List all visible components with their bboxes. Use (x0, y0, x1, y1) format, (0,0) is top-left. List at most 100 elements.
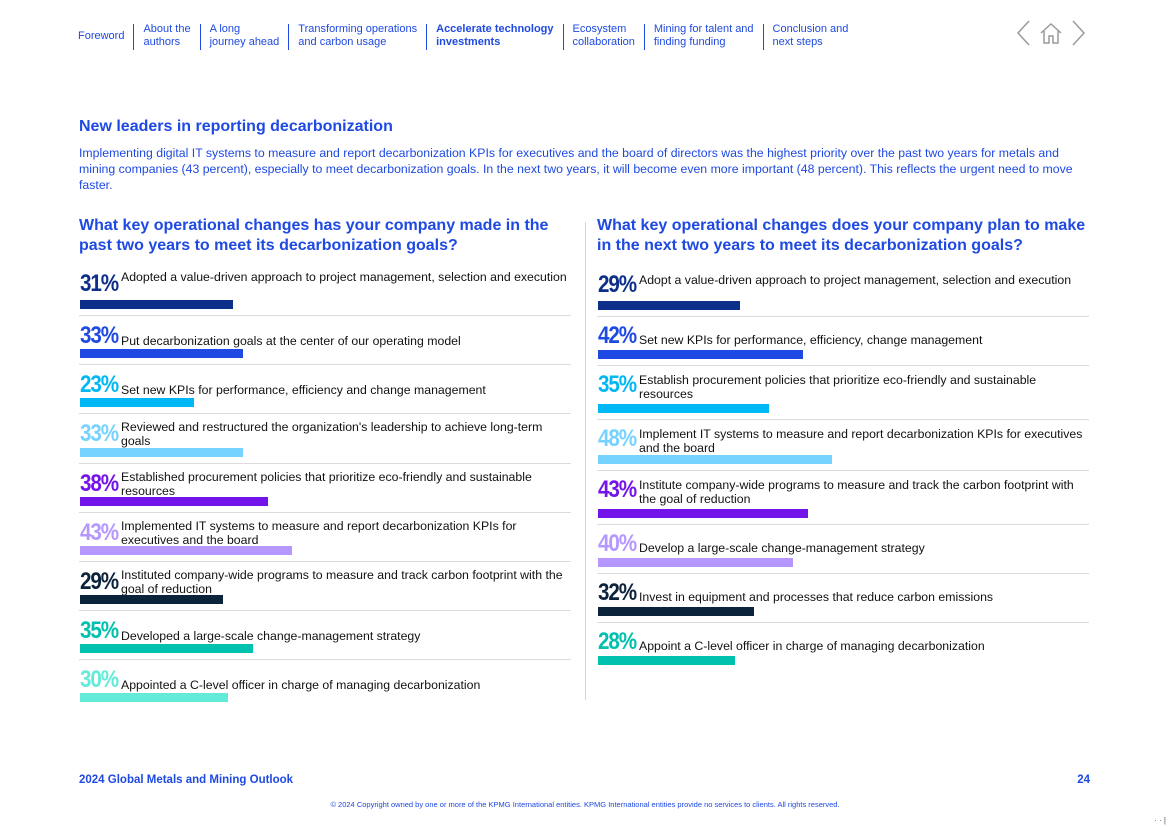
stat-percent: 30% (80, 666, 119, 693)
page-navigation-controls (1014, 18, 1088, 48)
stat-bar (80, 448, 243, 457)
stat-row: 29% Instituted company-wide programs to m… (79, 562, 571, 611)
stat-row: 42% Set new KPIs for performance, efficie… (597, 317, 1089, 366)
stat-percent: 32% (598, 579, 637, 606)
stat-percent: 33% (80, 322, 119, 349)
stat-label: Appoint a C-level officer in charge of m… (639, 639, 985, 653)
nav-item-5[interactable]: Ecosystem collaboration (572, 23, 635, 48)
stat-bar (598, 558, 793, 567)
stat-row: 30% Appointed a C-level officer in charge… (79, 660, 571, 709)
stat-bar (80, 595, 223, 604)
stat-percent: 43% (598, 476, 637, 503)
nav-separator (762, 24, 764, 50)
stat-row: 31% Adopted a value-driven approach to pr… (79, 264, 571, 316)
stat-bar (598, 301, 740, 310)
nav-separator (199, 24, 201, 50)
stat-percent: 29% (598, 271, 637, 298)
past-changes-question: What key operational changes has your co… (79, 217, 549, 254)
chevron-right-icon (1072, 20, 1086, 46)
stat-row: 28% Appoint a C-level officer in charge o… (597, 623, 1089, 672)
stat-row: 40% Develop a large-scale change-manageme… (597, 525, 1089, 574)
stat-percent: 40% (598, 530, 637, 557)
stat-label: Established procurement policies that pr… (121, 470, 532, 498)
stat-percent: 38% (80, 470, 119, 497)
stat-label: Reviewed and restructured the organizati… (121, 420, 543, 448)
stat-label: Adopt a value-driven approach to project… (639, 273, 1072, 287)
nav-item-3[interactable]: Transforming operations and carbon usage (298, 23, 418, 48)
stat-bar (80, 644, 253, 653)
stat-label: Instituted company-wide programs to meas… (121, 568, 563, 596)
stat-label: Institute company-wide programs to measu… (639, 478, 1074, 506)
top-navigation: Foreword About the authors A long journey … (78, 22, 848, 50)
stat-row: 35% Developed a large-scale change-manage… (79, 611, 571, 660)
stat-label: Develop a large-scale change-management … (639, 541, 925, 555)
stat-percent: 33% (80, 420, 119, 447)
planned-changes-list: 29% Adopt a value-driven approach to proj… (597, 266, 1089, 672)
stat-bar (598, 455, 832, 464)
nav-item-4[interactable]: Accelerate technology investments (436, 23, 554, 48)
nav-separator (288, 24, 290, 50)
stat-bar (598, 607, 754, 616)
stat-row: 48% Implement IT systems to measure and r… (597, 420, 1089, 471)
page-number: 24 (1077, 774, 1090, 786)
nav-separator (643, 24, 645, 50)
corner-mark: · · | (1154, 816, 1166, 825)
nav-separator (562, 24, 564, 50)
stat-percent: 31% (80, 270, 119, 297)
stat-row: 33% Reviewed and restructured the organiz… (79, 414, 571, 464)
nav-item-2[interactable]: A long journey ahead (209, 23, 280, 48)
stat-label: Set new KPIs for performance, efficiency… (639, 333, 983, 347)
planned-changes-column: What key operational changes does your c… (597, 216, 1089, 665)
chevron-left-icon (1016, 20, 1030, 46)
stat-bar (80, 349, 243, 358)
stat-label: Invest in equipment and processes that r… (639, 590, 994, 604)
stat-percent: 23% (80, 371, 119, 398)
stat-label: Set new KPIs for performance, efficiency… (121, 383, 486, 397)
past-changes-list: 31% Adopted a value-driven approach to pr… (79, 264, 571, 709)
copyright-notice: © 2024 Copyright owned by one or more of… (330, 800, 840, 809)
stat-row: 43% Implemented IT systems to measure and… (79, 513, 571, 562)
stat-row: 29% Adopt a value-driven approach to proj… (597, 266, 1089, 317)
stat-percent: 42% (598, 322, 637, 349)
home-icon (1040, 22, 1062, 44)
stat-label: Put decarbonization goals at the center … (121, 334, 461, 348)
nav-item-7[interactable]: Conclusion and next steps (772, 23, 849, 48)
stat-label: Implement IT systems to measure and repo… (639, 427, 1083, 455)
stat-bar (598, 656, 735, 665)
column-divider (585, 222, 586, 700)
stat-percent: 35% (598, 371, 637, 398)
stat-bar (80, 300, 233, 309)
stat-percent: 48% (598, 425, 637, 452)
stat-bar (598, 509, 808, 518)
stat-percent: 43% (80, 519, 119, 546)
publication-title: 2024 Global Metals and Mining Outlook (79, 774, 294, 786)
stat-bar (598, 404, 769, 413)
next-page-button[interactable] (1070, 18, 1088, 48)
stat-percent: 35% (80, 617, 119, 644)
previous-page-button[interactable] (1014, 18, 1032, 48)
stat-percent: 29% (80, 568, 119, 595)
stat-bar (80, 398, 194, 407)
nav-item-1[interactable]: About the authors (143, 23, 191, 48)
stat-bar (598, 350, 803, 359)
nav-separator (133, 24, 135, 50)
stat-row: 32% Invest in equipment and processes tha… (597, 574, 1089, 623)
stat-label: Developed a large-scale change-managemen… (121, 629, 421, 643)
stat-label: Establish procurement policies that prio… (639, 373, 1037, 401)
nav-item-6[interactable]: Mining for talent and finding funding (653, 23, 754, 48)
planned-changes-question: What key operational changes does your c… (597, 217, 1086, 254)
stat-row: 43% Institute company-wide programs to me… (597, 471, 1089, 525)
nav-item-0[interactable]: Foreword (78, 29, 125, 42)
stat-label: Implemented IT systems to measure and re… (121, 519, 517, 547)
intro-paragraph: Implementing digital IT systems to measu… (79, 146, 1073, 192)
stat-row: 38% Established procurement policies that… (79, 464, 571, 513)
stat-bar (80, 693, 228, 702)
stat-row: 23% Set new KPIs for performance, efficie… (79, 365, 571, 414)
section-title: New leaders in reporting decarbonization (79, 118, 393, 135)
stat-row: 33% Put decarbonization goals at the cent… (79, 316, 571, 365)
stat-row: 35% Establish procurement policies that p… (597, 366, 1089, 420)
stat-bar (80, 497, 268, 506)
home-button[interactable] (1038, 20, 1064, 46)
nav-separator (426, 24, 428, 50)
stat-label: Appointed a C-level officer in charge of… (121, 678, 481, 692)
